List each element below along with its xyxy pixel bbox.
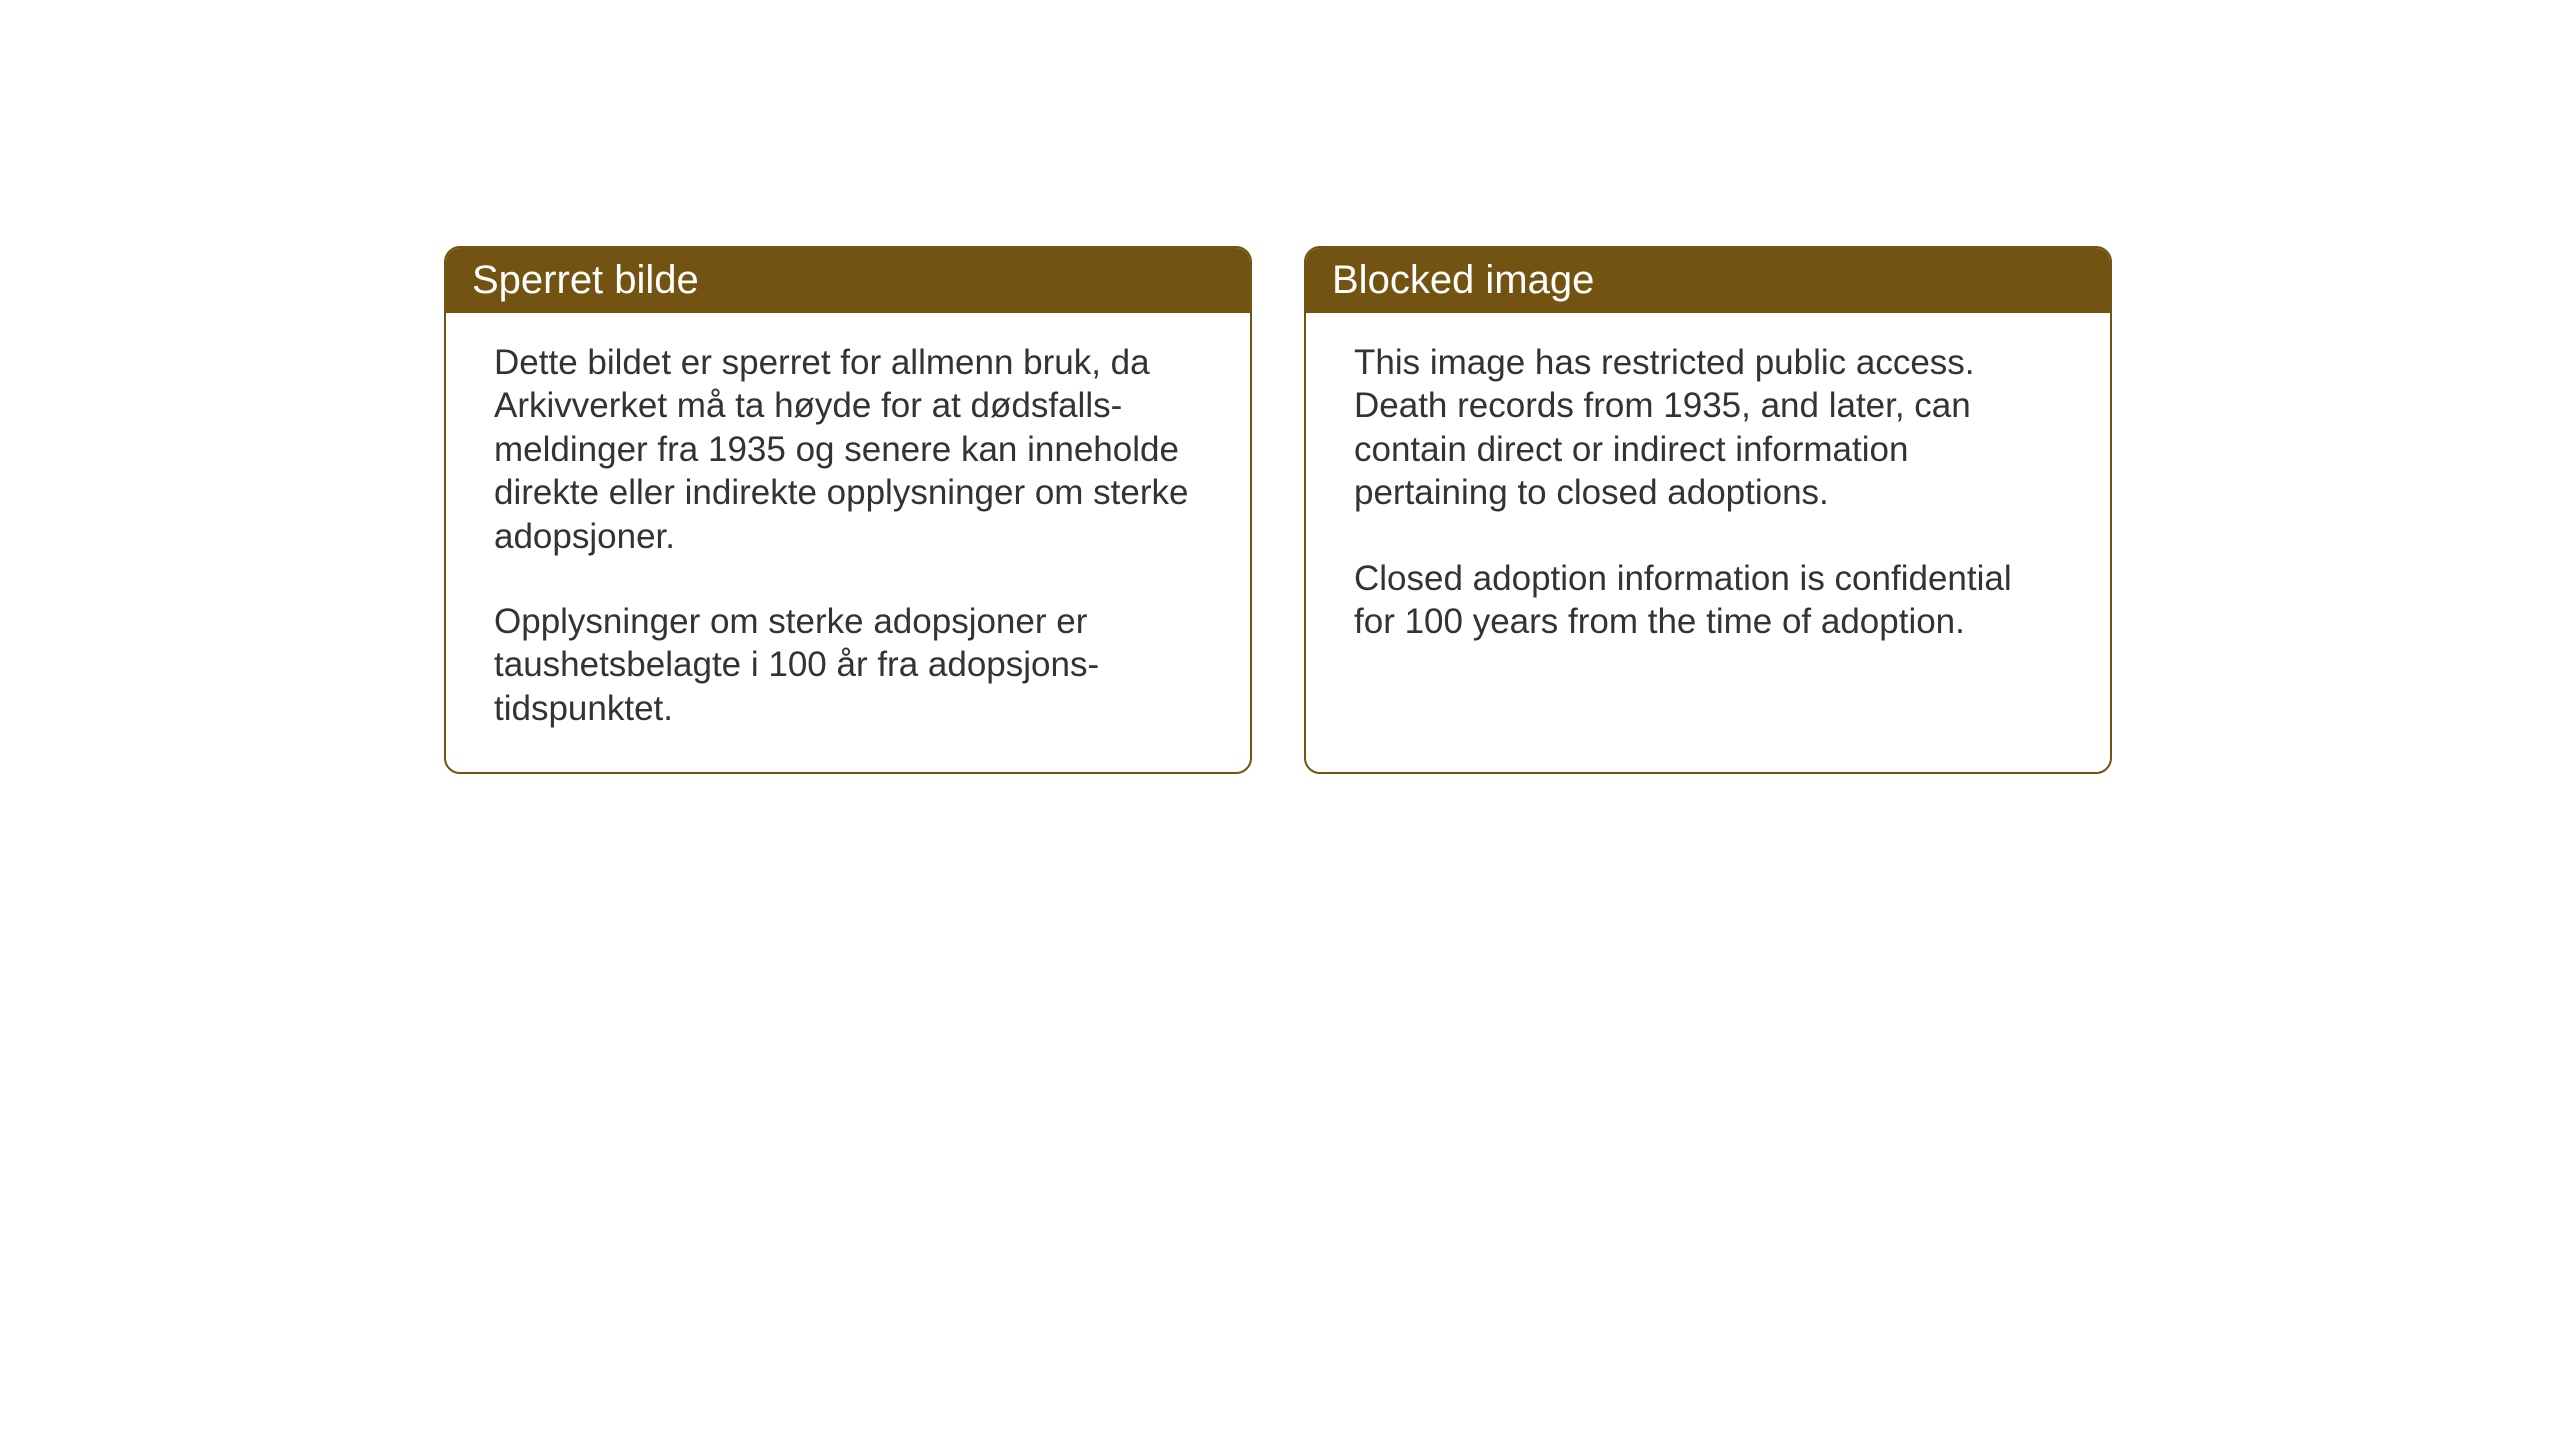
english-card-body: This image has restricted public access.… <box>1306 313 2110 685</box>
norwegian-card-body: Dette bildet er sperret for allmenn bruk… <box>446 313 1250 772</box>
english-card-title: Blocked image <box>1306 248 2110 313</box>
english-paragraph-1: This image has restricted public access.… <box>1354 341 2062 515</box>
norwegian-paragraph-2: Opplysninger om sterke adopsjoner er tau… <box>494 600 1202 730</box>
norwegian-paragraph-1: Dette bildet er sperret for allmenn bruk… <box>494 341 1202 558</box>
norwegian-card-title: Sperret bilde <box>446 248 1250 313</box>
english-info-card: Blocked image This image has restricted … <box>1304 246 2112 774</box>
norwegian-info-card: Sperret bilde Dette bildet er sperret fo… <box>444 246 1252 774</box>
english-paragraph-2: Closed adoption information is confident… <box>1354 557 2062 644</box>
info-cards-container: Sperret bilde Dette bildet er sperret fo… <box>444 246 2112 774</box>
